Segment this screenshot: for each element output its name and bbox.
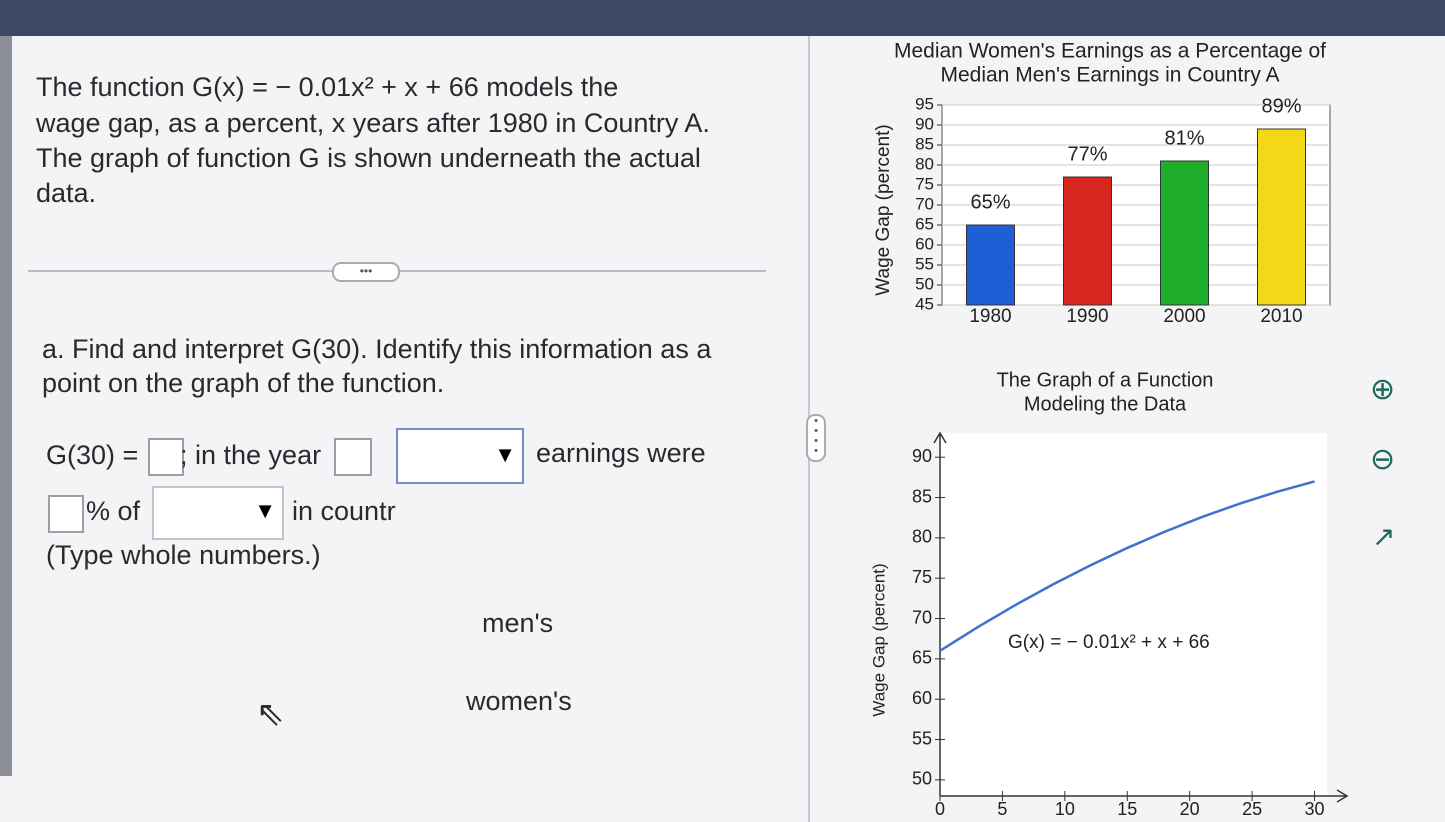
x-tick-label: 2000 (1163, 306, 1205, 327)
answer-label: earnings were (536, 438, 706, 468)
dropdown-option[interactable]: women's (466, 686, 572, 716)
y-tick-label: 90 (912, 446, 932, 466)
y-tick-label: 70 (915, 194, 934, 213)
input-box[interactable] (148, 438, 184, 476)
problem-line: The graph of function G is shown underne… (36, 143, 701, 173)
axis-arrow (1336, 789, 1349, 803)
y-tick-label: 65 (915, 214, 934, 233)
chart-title: Median Women's Earnings as a Percentage … (894, 40, 1326, 63)
dropdown[interactable]: ▼ (396, 428, 524, 484)
answer-label: ; in the year (180, 440, 322, 470)
x-tick-label: 1990 (1066, 306, 1108, 327)
answer-label: % of (86, 496, 141, 526)
x-tick-label: 2010 (1260, 306, 1302, 327)
y-tick-label: 85 (915, 134, 934, 153)
bar (1063, 176, 1112, 306)
dropdown[interactable]: ▼ (152, 486, 284, 540)
popout[interactable]: ↗ (1372, 521, 1396, 552)
hint: (Type whole numbers.) (46, 540, 321, 570)
top-bezel (0, 0, 1445, 36)
chart-title: Median Men's Earnings in Country A (940, 64, 1279, 87)
question-line: a. Find and interpret G(30). Identify th… (42, 334, 712, 364)
question-line: point on the graph of the function. (42, 368, 445, 398)
x-tick-label: 25 (1242, 799, 1262, 819)
function-curve (939, 480, 1315, 652)
y-tick-label: 50 (912, 769, 932, 789)
x-tick-label: 20 (1180, 799, 1200, 819)
y-tick-label: 55 (915, 254, 934, 273)
y-tick-label: 55 (912, 728, 932, 748)
y-tick-label: 65 (912, 648, 932, 668)
zoom-in[interactable]: ⊕ (1370, 373, 1396, 406)
input-box[interactable] (334, 438, 372, 476)
x-tick-label: 30 (1305, 799, 1325, 819)
y-tick-label: 60 (915, 234, 934, 253)
x-tick-label: 0 (935, 799, 945, 819)
bar (1160, 160, 1209, 306)
y-tick-label: 70 (912, 607, 932, 627)
y-tick-label: 80 (915, 154, 934, 173)
answer-label: G(30) = (46, 440, 139, 470)
bar (1257, 128, 1306, 306)
value-label: 81% (1164, 127, 1204, 149)
problem-line: wage gap, as a percent, x years after 19… (36, 108, 710, 138)
zoom-out[interactable]: ⊖ (1370, 443, 1396, 476)
left-bezel (0, 36, 12, 776)
plot-area (940, 433, 1327, 796)
y-tick-label: 75 (912, 567, 932, 587)
value-label: 77% (1067, 143, 1107, 165)
axis-arrow (933, 431, 947, 444)
y-tick-label: 75 (915, 174, 934, 193)
y-tick-label: 60 (912, 688, 932, 708)
chart-title: Modeling the Data (1024, 393, 1187, 415)
y-tick-label: 80 (912, 527, 932, 547)
separator-handle[interactable]: • • • • (806, 414, 826, 462)
problem-line: The function G(x) = − 0.01x² + x + 66 mo… (36, 72, 619, 102)
function-annotation: G(x) = − 0.01x² + x + 66 (1008, 632, 1210, 653)
bar (966, 224, 1015, 306)
problem-line: data. (36, 178, 97, 208)
x-tick-label: 15 (1117, 799, 1137, 819)
y-tick-label: 95 (915, 94, 934, 113)
x-tick-label: 5 (997, 799, 1007, 819)
expand-button[interactable]: ••• (332, 262, 400, 282)
y-tick-label: 90 (915, 114, 934, 133)
x-tick-label: 1980 (969, 306, 1011, 327)
y-axis-label: Wage Gap (percent) (873, 124, 894, 295)
y-tick-label: 45 (915, 294, 934, 313)
chart-title: The Graph of a Function (997, 369, 1214, 391)
y-axis-label: Wage Gap (percent) (869, 563, 888, 716)
y-tick-label: 85 (912, 486, 932, 506)
answer-label: in countr (292, 496, 396, 526)
cursor: ⇖ (256, 695, 285, 733)
value-label: 65% (970, 191, 1010, 213)
y-tick-label: 50 (915, 274, 934, 293)
x-tick-label: 10 (1055, 799, 1075, 819)
value-label: 89% (1261, 95, 1301, 117)
input-box[interactable] (48, 495, 84, 533)
dropdown-option[interactable]: men's (482, 608, 554, 638)
